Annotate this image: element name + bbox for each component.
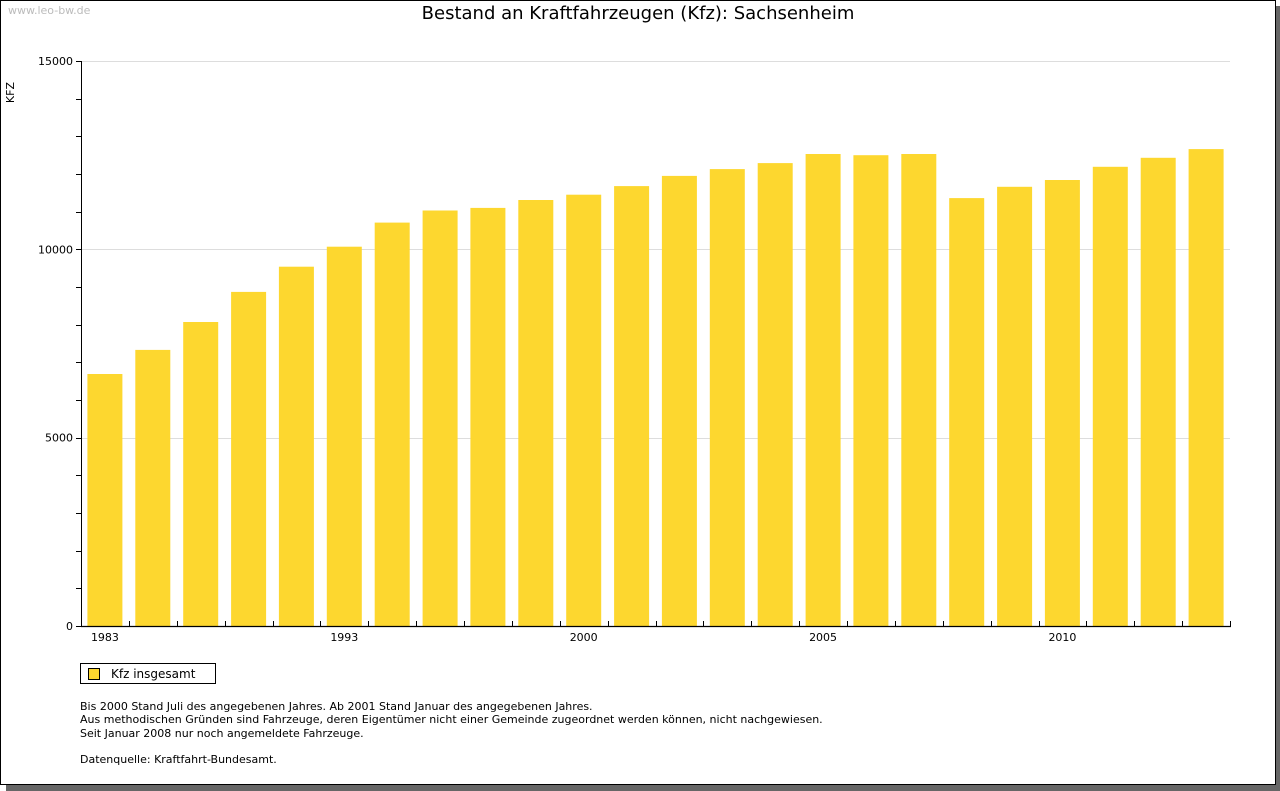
x-axis-ticks: 1983 1993 2000 2005 2010	[91, 621, 1231, 644]
footnote: Bis 2000 Stand Juli des angegebenen Jahr…	[80, 700, 593, 713]
bar	[614, 186, 650, 626]
bar	[135, 349, 171, 626]
bar	[470, 207, 506, 626]
bar	[661, 175, 697, 626]
bar	[231, 291, 267, 626]
bar	[422, 210, 458, 626]
gridlines	[81, 61, 1230, 439]
bar	[853, 155, 889, 626]
x-tick-label: 2005	[809, 631, 837, 644]
bar	[805, 154, 841, 626]
bar	[1188, 149, 1224, 626]
legend: Kfz insgesamt	[80, 663, 216, 684]
bar	[1044, 180, 1080, 626]
bar	[374, 222, 410, 626]
x-tick-label: 1993	[330, 631, 358, 644]
x-tick-label: 1983	[91, 631, 119, 644]
bar	[566, 194, 602, 626]
watermark: www.leo-bw.de	[8, 4, 91, 17]
bar	[1092, 166, 1128, 627]
y-tick-label: 0	[66, 620, 73, 633]
axes	[81, 61, 1231, 628]
bar	[326, 246, 362, 626]
legend-swatch	[88, 667, 100, 680]
bar	[278, 266, 314, 626]
footnote: Seit Januar 2008 nur noch angemeldete Fa…	[80, 726, 364, 740]
bar	[183, 322, 219, 626]
bar	[757, 163, 793, 626]
bar	[1140, 157, 1176, 627]
bar-chart: 0 5000 10000 15000 1983 1993 2000 2005 2010	[38, 55, 1231, 644]
bars	[87, 149, 1224, 627]
footnotes: Bis 2000 Stand Juli des angegebenen Jahr…	[80, 700, 823, 740]
bar	[901, 154, 937, 626]
x-tick-label: 2010	[1048, 631, 1076, 644]
footnote: Aus methodischen Gründen sind Fahrzeuge,…	[80, 713, 823, 727]
y-tick-label: 15000	[38, 55, 73, 68]
x-tick-label: 2000	[570, 631, 598, 644]
bar	[709, 169, 745, 626]
y-tick-label: 10000	[38, 243, 73, 256]
chart-title: Bestand an Kraftfahrzeugen (Kfz): Sachse…	[421, 3, 855, 24]
bar	[518, 200, 554, 626]
legend-label: Kfz insgesamt	[111, 666, 196, 681]
y-tick-label: 5000	[45, 432, 73, 445]
bar	[87, 374, 123, 626]
data-source: Datenquelle: Kraftfahrt-Bundesamt.	[80, 753, 277, 766]
bar	[997, 186, 1033, 627]
y-axis-ticks: 0 5000 10000 15000	[38, 55, 81, 633]
bar	[949, 198, 985, 626]
